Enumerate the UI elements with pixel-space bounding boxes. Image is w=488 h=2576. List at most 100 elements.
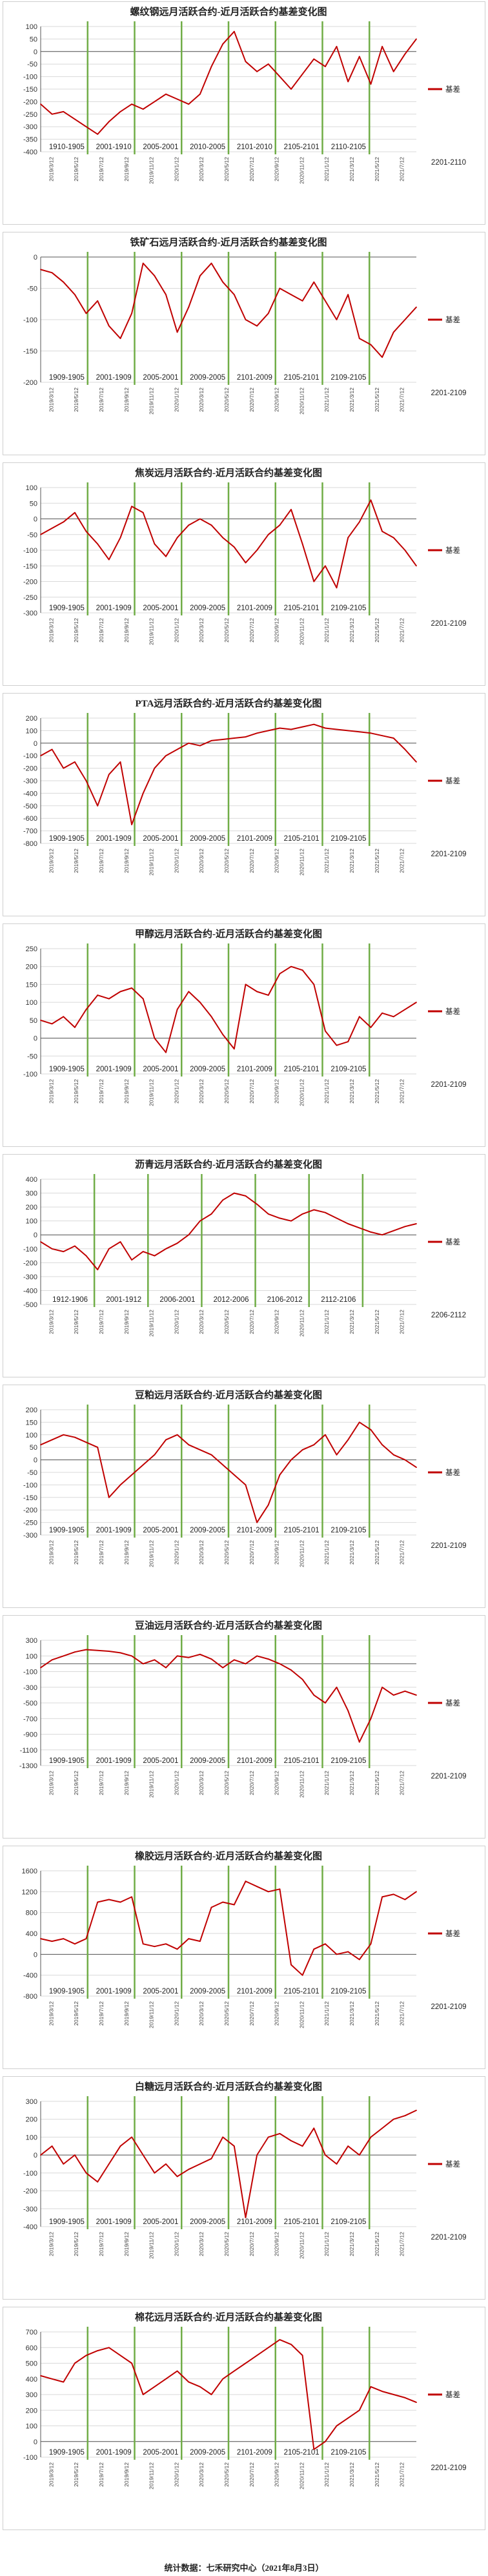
legend-label: 基差 (445, 1698, 460, 1707)
x-tick-label: 2019/7/12 (98, 1310, 105, 1334)
basis-series-line (40, 1192, 417, 1271)
data-point (279, 76, 281, 77)
period-label-tail: 2201-2109 (431, 2234, 467, 2241)
chart-title: 铁矿石远月活跃合约-近月活跃合约基差变化图 (130, 236, 327, 248)
data-point (301, 300, 303, 302)
x-tick-label: 2021/7/12 (399, 618, 405, 643)
x-tick-label: 2021/7/12 (399, 1310, 405, 1334)
y-tick-label: -100 (23, 1246, 37, 1253)
data-point (381, 1686, 383, 1688)
data-point (108, 774, 110, 776)
x-tick-label: 2020/5/12 (223, 1079, 230, 1104)
x-tick-label: 2020/9/12 (274, 1771, 280, 1795)
data-point (165, 1943, 167, 1945)
period-label: 2109-2105 (330, 1988, 366, 1995)
y-tick-label: 100 (26, 1218, 37, 1226)
x-tick-label: 2020/7/12 (249, 1771, 255, 1795)
basis-series-line (40, 30, 417, 135)
x-tick-label: 2019/5/12 (73, 2232, 79, 2256)
basis-chart-panel: 铁矿石远月活跃合约-近月活跃合约基差变化图 -200 -150 -100 -50 0 190… (3, 232, 485, 455)
x-tick-label: 2019/3/12 (48, 2232, 54, 2256)
data-point (245, 562, 247, 564)
x-tick-label: 2020/11/12 (298, 2462, 305, 2489)
x-tick-label: 2019/5/12 (73, 157, 79, 181)
period-label-tail: 2201-2109 (431, 2003, 467, 2011)
data-point (119, 1652, 121, 1654)
data-point (154, 767, 156, 769)
data-point (267, 1213, 269, 1215)
data-point (233, 1904, 235, 1906)
x-tick-label: 2021/1/12 (323, 157, 330, 181)
data-point (40, 533, 41, 535)
data-point (256, 2154, 258, 2156)
period-label: 1912-1906 (52, 1296, 88, 1304)
data-point (74, 1245, 76, 1247)
data-point (336, 1217, 338, 1219)
data-point (233, 294, 235, 296)
data-point (370, 2385, 372, 2387)
data-point (347, 1041, 349, 1043)
data-point (233, 30, 235, 32)
data-point (74, 2362, 76, 2364)
x-tick-label: 2021/1/12 (323, 2001, 330, 2026)
period-label: 2105-2101 (284, 1066, 320, 1073)
basis-series-line (40, 2109, 417, 2219)
x-tick-label: 2019/7/12 (98, 1540, 105, 1565)
data-point (176, 748, 178, 750)
data-point (51, 1659, 53, 1661)
x-tick-label: 2019/9/12 (123, 849, 130, 873)
x-tick-label: 2019/3/12 (48, 387, 54, 412)
x-tick-label: 2019/7/12 (98, 1079, 105, 1104)
chart-title: 棉花远月活跃合约-近月活跃合约基差变化图 (135, 2311, 322, 2323)
x-tick-label: 2019/5/12 (73, 618, 79, 643)
y-tick-label: -250 (23, 1520, 37, 1527)
x-tick-label: 2020/11/12 (298, 2232, 305, 2259)
period-label-tail: 2201-2110 (431, 159, 466, 167)
x-tick-label: 2020/9/12 (274, 2232, 280, 2256)
data-point (336, 587, 338, 589)
x-tick-label: 2019/9/12 (123, 1540, 130, 1565)
data-point (392, 331, 394, 333)
basis-chart: 豆粕远月活跃合约-近月活跃合约基差变化图 -300 -250 -200 -150 -100… (23, 1389, 467, 1567)
period-label: 2001-1909 (96, 835, 132, 843)
basis-chart: 沥青远月活跃合约-近月活跃合约基差变化图 -500 -400 -300 -200 -100… (23, 1159, 466, 1337)
data-point (336, 728, 338, 730)
data-point (222, 1667, 224, 1669)
y-tick-label: -800 (23, 840, 37, 848)
period-label: 2101-2009 (237, 1527, 272, 1534)
period-label: 2005-2001 (143, 835, 178, 843)
data-point (313, 581, 315, 582)
data-point (290, 1964, 292, 1966)
x-tick-label: 2019/5/12 (73, 1079, 79, 1104)
x-tick-label: 2019/3/12 (48, 157, 54, 181)
data-point (267, 313, 269, 314)
data-point (325, 300, 326, 302)
data-point (40, 755, 41, 757)
data-point (154, 1454, 156, 1456)
x-tick-label: 2021/3/12 (349, 387, 355, 412)
data-point (131, 1259, 132, 1261)
data-point (165, 2378, 167, 2380)
data-point (358, 2154, 360, 2156)
y-tick-label: -400 (23, 1972, 37, 1980)
data-point (97, 543, 99, 545)
data-point (370, 2136, 372, 2138)
x-tick-label: 2020/5/12 (223, 2462, 230, 2487)
basis-series-line (40, 1421, 417, 1523)
y-tick-label: 150 (26, 981, 37, 989)
x-tick-label: 2021/3/12 (349, 1771, 355, 1795)
data-point (301, 969, 303, 971)
x-tick-label: 2020/1/12 (173, 157, 179, 181)
period-label: 2105-2101 (284, 2218, 320, 2226)
x-tick-label: 2019/9/12 (123, 2232, 130, 2256)
data-point (165, 1439, 167, 1441)
period-label: 2001-1909 (96, 604, 132, 612)
data-point (210, 2158, 212, 2159)
period-label: 2009-2005 (190, 1066, 225, 1073)
data-point (119, 761, 121, 763)
data-point (85, 1441, 87, 1443)
basis-chart: PTA远月活跃合约-近月活跃合约基差变化图 -800 -700 -600 -500 -40… (23, 697, 467, 876)
y-tick-label: -300 (23, 610, 37, 617)
data-point (131, 1896, 132, 1898)
period-label: 2109-2105 (330, 2218, 366, 2226)
